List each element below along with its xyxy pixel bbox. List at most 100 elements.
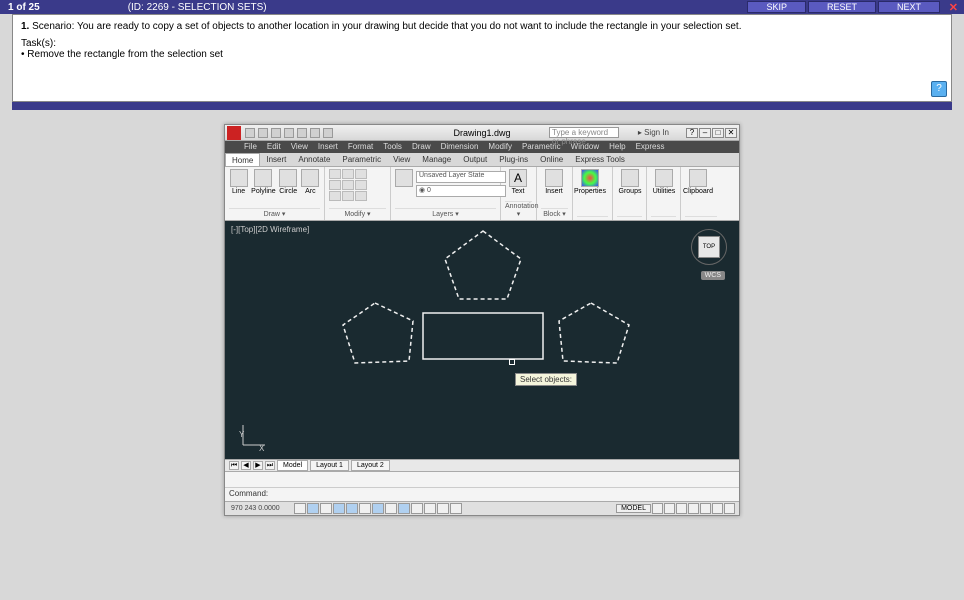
tab-home[interactable]: Home — [225, 153, 260, 166]
tab-annotate[interactable]: Annotate — [292, 153, 336, 166]
ortho-toggle-icon[interactable] — [320, 503, 332, 514]
isolate-icon[interactable] — [712, 503, 723, 514]
help-icon[interactable]: ? — [931, 81, 947, 97]
menu-modify[interactable]: Modify — [483, 141, 517, 153]
pentagon-top[interactable] — [445, 231, 521, 299]
tab-layout1[interactable]: Layout 1 — [310, 460, 349, 471]
clipboard-button[interactable]: Clipboard — [685, 169, 711, 195]
pentagon-left[interactable] — [343, 303, 413, 363]
scale-icon[interactable] — [342, 191, 354, 201]
tab-parametric[interactable]: Parametric — [336, 153, 387, 166]
command-line[interactable]: Command: — [225, 488, 739, 499]
annovis-icon[interactable] — [664, 503, 675, 514]
panel-block-label[interactable]: Block ▾ — [541, 208, 568, 218]
reset-button[interactable]: RESET — [808, 1, 876, 13]
layer-combo[interactable]: ◉ 0 — [416, 185, 506, 197]
skip-button[interactable]: SKIP — [747, 1, 806, 13]
mirror-icon[interactable] — [342, 180, 354, 190]
model-space-button[interactable]: MODEL — [616, 504, 651, 513]
qat-save-icon[interactable] — [271, 128, 281, 138]
rotate-icon[interactable] — [342, 169, 354, 179]
tab-manage[interactable]: Manage — [416, 153, 457, 166]
line-button[interactable]: Line — [229, 169, 248, 195]
copy-icon[interactable] — [329, 180, 341, 190]
fillet-icon[interactable] — [355, 180, 367, 190]
minimize-icon[interactable]: – — [699, 128, 711, 138]
menu-view[interactable]: View — [286, 141, 313, 153]
close-window-icon[interactable]: ✕ — [725, 128, 737, 138]
menu-dimension[interactable]: Dimension — [436, 141, 484, 153]
tpy-toggle-icon[interactable] — [424, 503, 436, 514]
menu-help[interactable]: Help — [604, 141, 630, 153]
toolbar-lock-icon[interactable] — [688, 503, 699, 514]
layer-properties-button[interactable] — [395, 169, 413, 188]
polar-toggle-icon[interactable] — [333, 503, 345, 514]
menu-file[interactable]: File — [239, 141, 262, 153]
tab-view[interactable]: View — [387, 153, 416, 166]
help-toggle-icon[interactable]: ? — [686, 128, 698, 138]
close-icon[interactable]: ✕ — [949, 1, 958, 14]
menu-tools[interactable]: Tools — [378, 141, 407, 153]
array-icon[interactable] — [355, 191, 367, 201]
menu-insert[interactable]: Insert — [313, 141, 343, 153]
tab-output[interactable]: Output — [457, 153, 493, 166]
search-input[interactable]: Type a keyword or phrase — [549, 127, 619, 138]
3dosnap-toggle-icon[interactable] — [359, 503, 371, 514]
tab-online[interactable]: Online — [534, 153, 569, 166]
move-icon[interactable] — [329, 169, 341, 179]
lwt-toggle-icon[interactable] — [411, 503, 423, 514]
panel-annotation-label[interactable]: Annotation ▾ — [505, 201, 532, 218]
menu-format[interactable]: Format — [343, 141, 378, 153]
annoscale-icon[interactable] — [652, 503, 663, 514]
tab-last-icon[interactable]: ⏭ — [265, 461, 275, 470]
clean-screen-icon[interactable] — [724, 503, 735, 514]
tab-next-icon[interactable]: ▶ — [253, 461, 263, 470]
arc-button[interactable]: Arc — [301, 169, 320, 195]
layer-state-combo[interactable]: Unsaved Layer State — [416, 171, 506, 183]
otrack-toggle-icon[interactable] — [372, 503, 384, 514]
hardware-accel-icon[interactable] — [700, 503, 711, 514]
qat-redo-icon[interactable] — [323, 128, 333, 138]
coordinates-readout[interactable]: 970 243 0.0000 — [225, 505, 286, 512]
dyn-toggle-icon[interactable] — [398, 503, 410, 514]
groups-button[interactable]: Groups — [617, 169, 643, 195]
circle-button[interactable]: Circle — [279, 169, 298, 195]
sc-toggle-icon[interactable] — [450, 503, 462, 514]
menu-express[interactable]: Express — [631, 141, 670, 153]
qat-plot-icon[interactable] — [297, 128, 307, 138]
panel-modify-label[interactable]: Modify ▾ — [329, 208, 386, 218]
polyline-button[interactable]: Polyline — [251, 169, 276, 195]
workspace-icon[interactable] — [676, 503, 687, 514]
snap-toggle-icon[interactable] — [294, 503, 306, 514]
stretch-icon[interactable] — [329, 191, 341, 201]
qat-new-icon[interactable] — [245, 128, 255, 138]
maximize-icon[interactable]: □ — [712, 128, 724, 138]
app-logo-icon[interactable] — [227, 126, 241, 140]
trim-icon[interactable] — [355, 169, 367, 179]
tab-prev-icon[interactable]: ◀ — [241, 461, 251, 470]
drawing-canvas[interactable]: [-][Top][2D Wireframe] TOP WCS Select ob… — [225, 221, 739, 459]
properties-button[interactable]: Properties — [577, 169, 603, 195]
ducs-toggle-icon[interactable] — [385, 503, 397, 514]
panel-draw-label[interactable]: Draw ▾ — [229, 208, 320, 218]
signin-link[interactable]: ▸ Sign In — [638, 128, 669, 137]
menu-edit[interactable]: Edit — [262, 141, 286, 153]
tab-model[interactable]: Model — [277, 460, 308, 471]
menu-draw[interactable]: Draw — [407, 141, 436, 153]
utilities-button[interactable]: Utilities — [651, 169, 677, 195]
panel-layers-label[interactable]: Layers ▾ — [395, 208, 496, 218]
text-button[interactable]: AText — [505, 169, 531, 195]
tab-express[interactable]: Express Tools — [569, 153, 631, 166]
next-button[interactable]: NEXT — [878, 1, 940, 13]
rectangle-center[interactable] — [423, 313, 543, 359]
grid-toggle-icon[interactable] — [307, 503, 319, 514]
pentagon-right[interactable] — [559, 303, 629, 363]
tab-first-icon[interactable]: ⏮ — [229, 461, 239, 470]
tab-insert[interactable]: Insert — [260, 153, 292, 166]
tab-plugins[interactable]: Plug-ins — [493, 153, 534, 166]
tab-layout2[interactable]: Layout 2 — [351, 460, 390, 471]
qat-open-icon[interactable] — [258, 128, 268, 138]
command-history[interactable] — [225, 472, 739, 488]
osnap-toggle-icon[interactable] — [346, 503, 358, 514]
qp-toggle-icon[interactable] — [437, 503, 449, 514]
